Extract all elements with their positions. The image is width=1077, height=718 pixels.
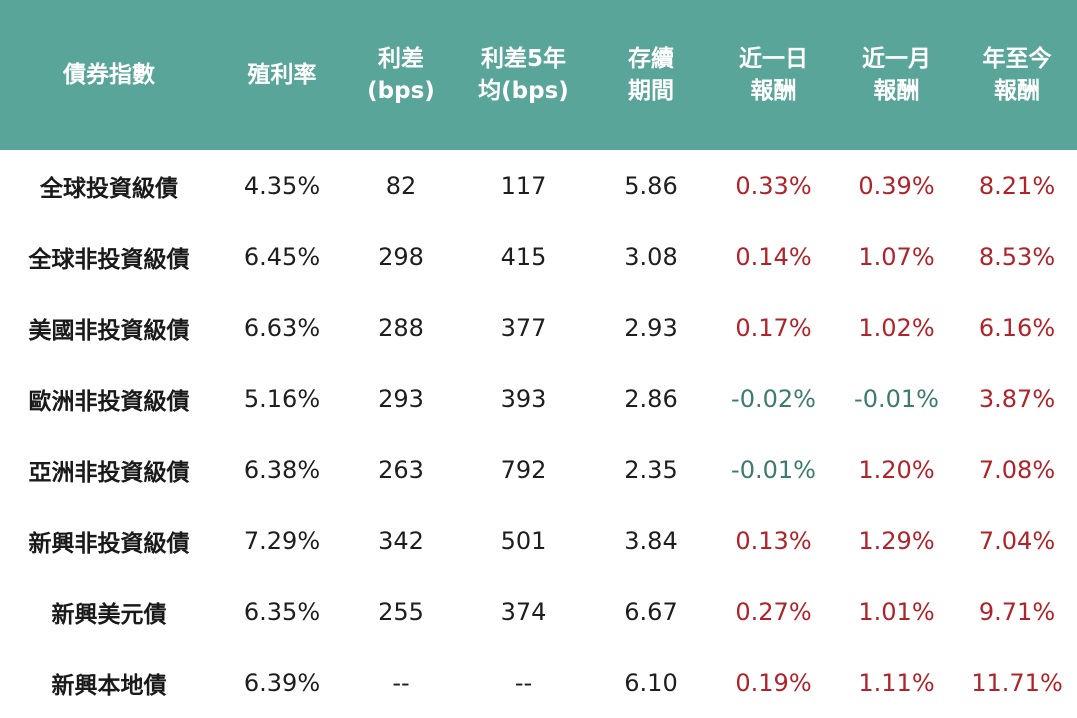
header-yield: 殖利率 xyxy=(247,62,317,88)
cell-return-1d: 0.33% xyxy=(735,171,812,200)
cell-yield: 4.35% xyxy=(243,171,321,200)
cell-spread-5y: 792 xyxy=(500,455,547,484)
cell-return-ytd: 8.21% xyxy=(978,171,1056,200)
cell-duration: 2.35 xyxy=(624,455,678,484)
table-body: 全球投資級債 4.35% 82 117 5.86 0.33% 0.39% 8.21% 全球非投資… xyxy=(0,150,1077,718)
cell-yield: 7.29% xyxy=(243,526,321,555)
cell-spread: 255 xyxy=(378,597,424,626)
cell-duration: 2.93 xyxy=(624,313,678,342)
cell-return-ytd: 11.71% xyxy=(971,668,1063,697)
cell-spread-5y: 117 xyxy=(500,171,547,200)
cell-return-1m: 1.01% xyxy=(858,597,935,626)
table-row: 歐洲非投資級債 5.16% 293 393 2.86 -0.02% -0.01% 3.87% xyxy=(0,363,1077,434)
cell-return-ytd: 3.87% xyxy=(978,384,1056,413)
cell-return-1m: 1.07% xyxy=(858,242,935,271)
cell-yield: 6.63% xyxy=(243,313,321,342)
cell-return-1m: 1.02% xyxy=(858,313,935,342)
header-duration: 存續 期間 xyxy=(628,46,674,104)
cell-index-name: 新興本地債 xyxy=(51,672,167,699)
cell-duration: 6.10 xyxy=(624,668,678,697)
cell-spread: 342 xyxy=(378,526,424,555)
cell-return-1d: -0.02% xyxy=(731,384,816,413)
cell-duration: 2.86 xyxy=(624,384,678,413)
cell-return-1m: 1.29% xyxy=(858,526,935,555)
cell-spread-5y: 415 xyxy=(500,242,547,271)
cell-index-name: 歐洲非投資級債 xyxy=(28,388,190,415)
cell-spread-5y: -- xyxy=(514,668,533,697)
cell-yield: 5.16% xyxy=(243,384,321,413)
cell-return-ytd: 9.71% xyxy=(978,597,1056,626)
cell-return-1d: 0.17% xyxy=(735,313,812,342)
table-row: 全球非投資級債 6.45% 298 415 3.08 0.14% 1.07% 8.53% xyxy=(0,221,1077,292)
cell-spread: 288 xyxy=(378,313,424,342)
cell-spread-5y: 393 xyxy=(500,384,547,413)
header-index: 債券指數 xyxy=(63,62,155,88)
table-row: 亞洲非投資級債 6.38% 263 792 2.35 -0.01% 1.20% 7.08% xyxy=(0,434,1077,505)
cell-return-ytd: 7.08% xyxy=(978,455,1056,484)
cell-return-ytd: 7.04% xyxy=(978,526,1056,555)
cell-return-1d: 0.19% xyxy=(735,668,812,697)
header-spread-5y: 利差5年 均(bps) xyxy=(478,46,569,104)
cell-yield: 6.45% xyxy=(243,242,321,271)
cell-return-ytd: 8.53% xyxy=(978,242,1056,271)
cell-return-1m: -0.01% xyxy=(854,384,939,413)
cell-duration: 3.84 xyxy=(624,526,678,555)
table-row: 全球投資級債 4.35% 82 117 5.86 0.33% 0.39% 8.21% xyxy=(0,150,1077,221)
cell-spread-5y: 501 xyxy=(500,526,547,555)
cell-yield: 6.35% xyxy=(243,597,321,626)
cell-return-1m: 1.20% xyxy=(858,455,935,484)
header-spread: 利差 (bps) xyxy=(367,46,435,104)
cell-duration: 3.08 xyxy=(624,242,678,271)
cell-duration: 5.86 xyxy=(624,171,678,200)
cell-spread: -- xyxy=(392,668,410,697)
cell-spread-5y: 374 xyxy=(500,597,547,626)
cell-yield: 6.39% xyxy=(243,668,321,697)
header-return-1d: 近一日 報酬 xyxy=(739,46,808,104)
table-row: 新興本地債 6.39% -- -- 6.10 0.19% 1.11% 11.71% xyxy=(0,647,1077,718)
header-return-1m: 近一月 報酬 xyxy=(862,46,931,104)
table-row: 新興非投資級債 7.29% 342 501 3.84 0.13% 1.29% 7.04% xyxy=(0,505,1077,576)
cell-spread: 82 xyxy=(385,171,417,200)
cell-index-name: 美國非投資級債 xyxy=(28,317,190,344)
cell-return-1d: 0.13% xyxy=(735,526,812,555)
cell-yield: 6.38% xyxy=(243,455,321,484)
table-header-row: 債券指數 殖利率 利差 (bps) 利差5年 均(bps) 存續 期間 近一日 報酬 近… xyxy=(0,0,1077,150)
cell-return-1d: 0.27% xyxy=(735,597,812,626)
cell-return-1m: 1.11% xyxy=(858,668,935,697)
cell-return-ytd: 6.16% xyxy=(978,313,1056,342)
cell-return-1m: 0.39% xyxy=(858,171,935,200)
cell-spread: 298 xyxy=(378,242,424,271)
cell-index-name: 全球非投資級債 xyxy=(28,246,190,273)
cell-spread: 263 xyxy=(378,455,424,484)
cell-return-1d: -0.01% xyxy=(731,455,816,484)
cell-duration: 6.67 xyxy=(624,597,678,626)
cell-index-name: 全球投資級債 xyxy=(40,175,178,202)
cell-index-name: 新興美元債 xyxy=(51,601,167,628)
table-row: 新興美元債 6.35% 255 374 6.67 0.27% 1.01% 9.71% xyxy=(0,576,1077,647)
cell-spread-5y: 377 xyxy=(500,313,547,342)
cell-return-1d: 0.14% xyxy=(735,242,812,271)
cell-spread: 293 xyxy=(378,384,424,413)
cell-index-name: 新興非投資級債 xyxy=(28,530,190,557)
cell-index-name: 亞洲非投資級債 xyxy=(28,459,190,486)
table-row: 美國非投資級債 6.63% 288 377 2.93 0.17% 1.02% 6.16% xyxy=(0,292,1077,363)
header-return-ytd: 年至今 報酬 xyxy=(982,46,1052,104)
